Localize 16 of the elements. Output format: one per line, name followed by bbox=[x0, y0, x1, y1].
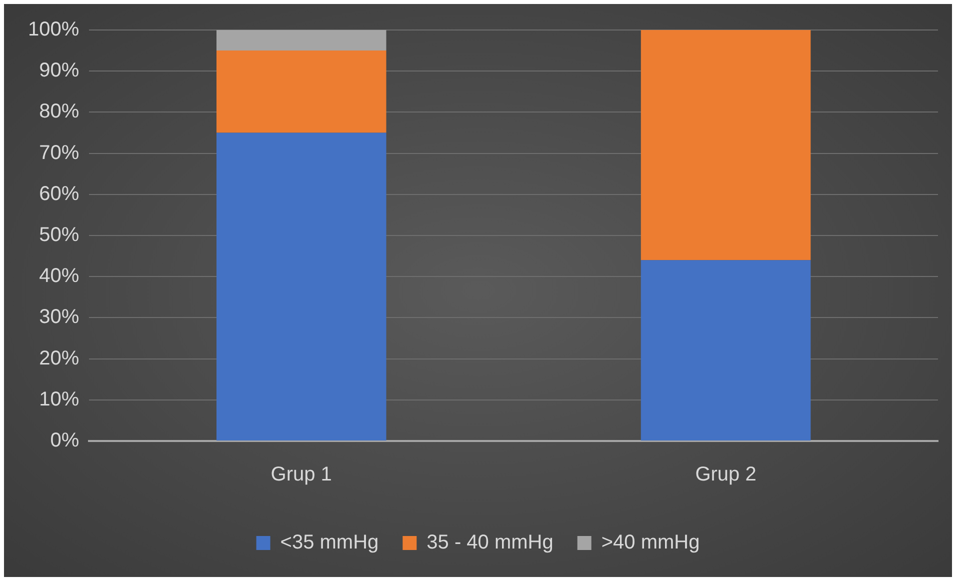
y-tick-label: 40% bbox=[39, 265, 80, 288]
x-tick-label: Grup 2 bbox=[695, 464, 756, 486]
x-tick-label: Grup 1 bbox=[270, 464, 332, 486]
y-tick-label: 100% bbox=[28, 18, 80, 41]
y-tick-label: 10% bbox=[39, 388, 80, 410]
legend-label: <35 mmHg bbox=[280, 532, 379, 554]
legend-label: 35 - 40 mmHg bbox=[426, 532, 554, 554]
legend-label: >40 mmHg bbox=[601, 532, 700, 554]
y-tick-label: 80% bbox=[39, 100, 80, 123]
y-tick-label: 20% bbox=[39, 347, 80, 370]
y-tick-label: 30% bbox=[39, 306, 80, 328]
y-tick-label: 50% bbox=[39, 224, 80, 246]
y-tick-label: 70% bbox=[39, 142, 80, 164]
y-tick-label: 90% bbox=[39, 60, 80, 82]
y-tick-label: 0% bbox=[50, 430, 80, 452]
y-tick-label: 60% bbox=[39, 182, 80, 205]
